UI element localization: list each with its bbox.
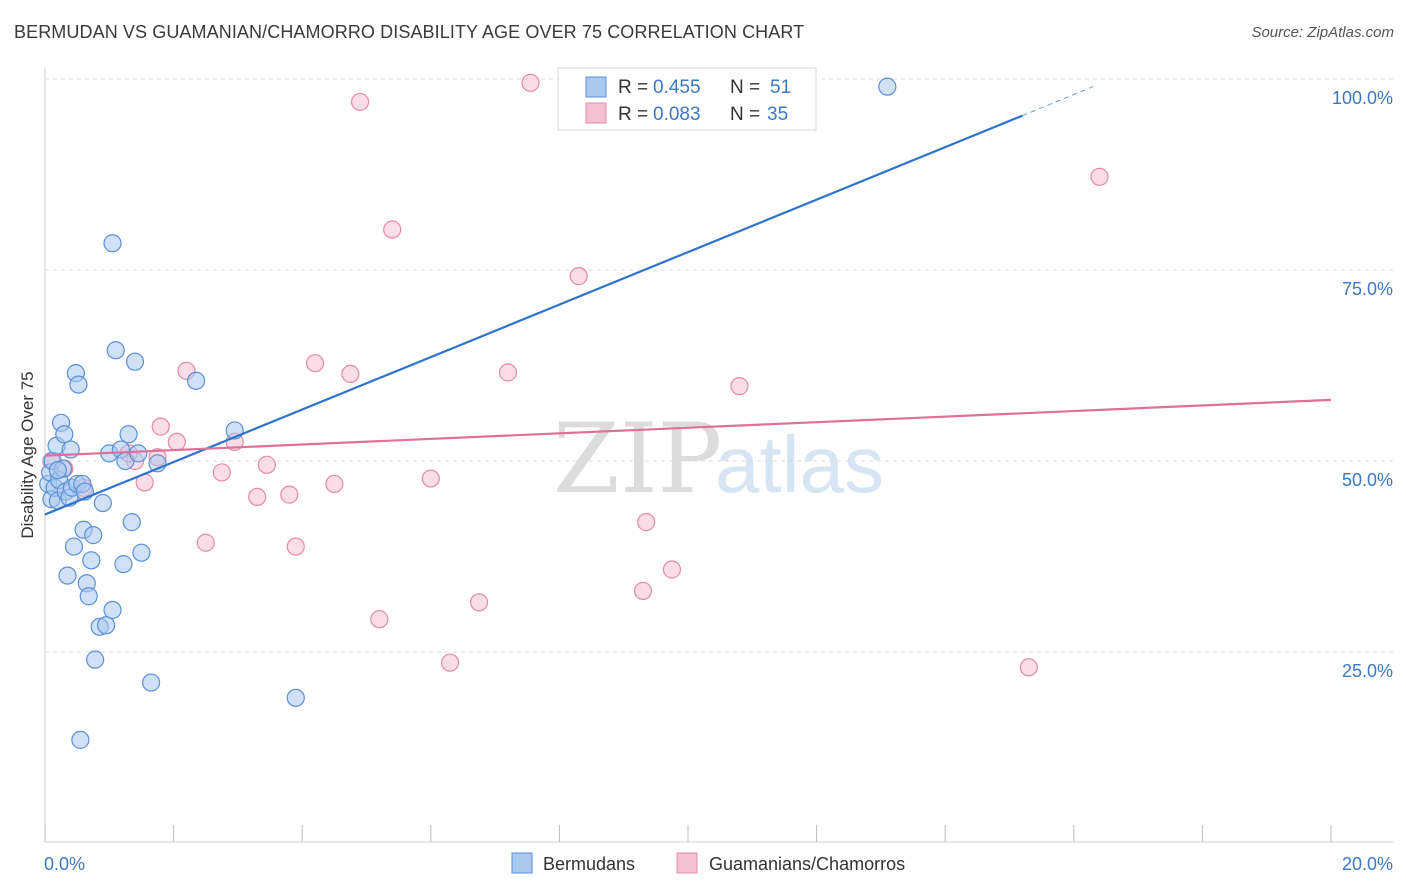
bermudan-point <box>82 551 101 570</box>
x-tick-label: 20.0% <box>1342 854 1393 874</box>
bermudan-point <box>96 616 116 635</box>
legend-n-value-blue: 51 <box>770 77 791 98</box>
guamanian-point <box>498 363 518 382</box>
bottom-swatch-guamanians <box>676 852 698 874</box>
bermudan-point <box>132 543 151 562</box>
legend-n-value-pink: 35 <box>767 104 788 125</box>
bermudan-point <box>878 77 897 96</box>
y-tick-label: 50.0% <box>1342 470 1393 490</box>
guamanian-point <box>167 432 186 451</box>
guamanian-point <box>421 469 440 488</box>
bermudan-point <box>103 600 122 620</box>
bottom-label-guamanians: Guamanians/Chamorros <box>709 854 905 874</box>
guamanian-point <box>280 485 299 504</box>
grid <box>45 78 1393 653</box>
guamanian-point <box>1090 167 1109 186</box>
legend-n-label-blue: N = <box>730 77 765 98</box>
guamanian-trend-line <box>44 398 1332 457</box>
bermudan-point <box>114 555 133 574</box>
guamanian-point <box>633 581 653 600</box>
guamanian-point <box>521 73 540 92</box>
watermark: ZIP atlas <box>553 403 884 515</box>
watermark-zip: ZIP <box>553 403 722 515</box>
y-tick-label: 75.0% <box>1342 279 1393 299</box>
bermudan-point <box>64 537 84 556</box>
guamanian-point <box>341 364 360 384</box>
guamanian-point <box>1019 658 1038 677</box>
y-axis-label: Disability Age Over 75 <box>18 371 37 538</box>
bermudan-point <box>129 444 148 463</box>
guamanian-point <box>257 455 276 474</box>
guamanian-point <box>305 354 325 373</box>
bermudan-point <box>286 688 305 707</box>
bermudan-point <box>141 673 161 692</box>
bermudan-points <box>39 77 897 749</box>
bermudan-point <box>84 526 103 545</box>
watermark-atlas: atlas <box>715 420 884 509</box>
bermudan-point <box>122 513 141 532</box>
guamanian-point <box>662 560 682 579</box>
guamanian-point <box>569 267 588 286</box>
series-legend: Bermudans Guamanians/Chamorros <box>511 852 905 874</box>
guamanian-point <box>151 417 170 436</box>
bermudan-point <box>86 650 105 669</box>
stats-legend: R = 0.455 N = 51 R = 0.083 N = 35 <box>557 67 817 131</box>
bermudan-point <box>187 371 206 390</box>
bermudan-point <box>69 375 88 394</box>
guamanian-point <box>248 487 267 507</box>
source-label: Source: ZipAtlas.com <box>1251 24 1394 41</box>
legend-r-label-pink: R = <box>618 104 653 125</box>
legend-r-value-pink: 0.083 <box>653 104 701 125</box>
bottom-label-bermudans: Bermudans <box>543 854 635 874</box>
bermudan-trend-extension <box>1022 86 1094 117</box>
y-tick-label: 100.0% <box>1332 88 1393 108</box>
bermudan-point <box>125 352 145 371</box>
chart-title: BERMUDAN VS GUAMANIAN/CHAMORRO DISABILIT… <box>14 22 805 42</box>
guamanian-point <box>212 463 231 482</box>
bermudan-point <box>79 587 98 606</box>
trend-lines <box>44 86 1332 516</box>
guamanian-point <box>730 377 749 396</box>
guamanian-point <box>325 474 344 494</box>
guamanian-point <box>469 593 489 612</box>
guamanian-point <box>370 610 389 629</box>
guamanian-point <box>286 537 305 556</box>
bermudan-point <box>119 425 138 444</box>
axes: 25.0% 50.0% 75.0% 100.0% 0.0% 20.0% <box>44 68 1393 874</box>
legend-swatch-pink <box>585 102 607 124</box>
bermudan-point <box>106 341 125 360</box>
bottom-swatch-bermudans <box>511 852 533 874</box>
legend-r-value-blue: 0.455 <box>653 77 701 98</box>
bermudan-point <box>58 566 77 585</box>
x-tick-label: 0.0% <box>44 854 85 874</box>
bermudan-point <box>93 493 112 513</box>
legend-swatch-blue <box>585 76 607 98</box>
bermudan-point <box>48 461 67 480</box>
y-tick-label: 25.0% <box>1342 661 1393 681</box>
guamanian-point <box>383 220 402 239</box>
bermudan-point <box>103 234 122 253</box>
guamanian-point <box>350 92 370 112</box>
guamanian-point <box>637 513 656 532</box>
guamanian-point <box>440 653 460 672</box>
bermudan-point <box>71 730 90 749</box>
bermudan-point <box>55 425 74 444</box>
legend-n-label-pink: N = <box>730 104 765 125</box>
legend-r-label-blue: R = <box>618 77 653 98</box>
guamanian-point <box>196 533 215 552</box>
